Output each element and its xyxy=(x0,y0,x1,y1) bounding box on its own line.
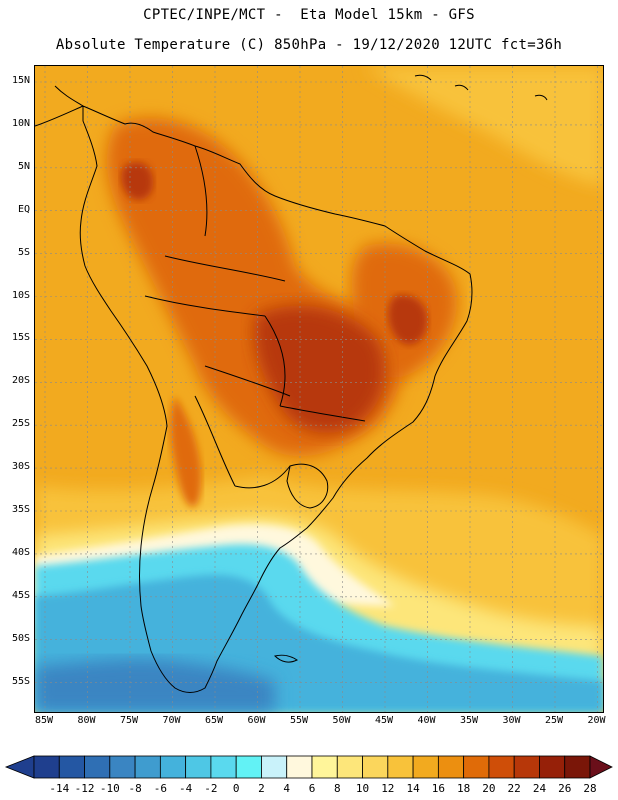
colorbar-swatch xyxy=(336,755,363,779)
colorbar-tick-label: 0 xyxy=(232,782,240,795)
caribbean-isles-outline xyxy=(414,74,548,101)
color-scale-legend xyxy=(4,755,613,779)
latitude-tick-label: 25S xyxy=(11,418,30,430)
colorbar-swatch xyxy=(185,755,212,779)
latitude-tick-label: 15S xyxy=(11,332,30,344)
colorbar-max-arrow xyxy=(589,755,613,779)
colorbar-swatch xyxy=(33,755,60,779)
borders-outline xyxy=(144,145,366,489)
longitude-tick-label: 55W xyxy=(289,715,309,726)
colorbar-tick-label: 8 xyxy=(333,782,341,795)
longitude-tick-label: 70W xyxy=(162,715,181,726)
colorbar-swatch xyxy=(109,755,136,779)
colorbar-swatch xyxy=(437,755,465,779)
latitude-tick-label: 45S xyxy=(11,589,30,601)
longitude-tick-label: 60W xyxy=(247,715,266,726)
coastlines xyxy=(35,74,548,693)
colorbar-swatch xyxy=(564,755,591,779)
colorbar-min-arrow xyxy=(4,755,35,779)
colorbar-tick-label: 10 xyxy=(355,782,370,795)
colorbar-tick-label: -14 xyxy=(49,782,70,795)
colorbar-tick-label: 20 xyxy=(482,782,496,795)
colorbar-swatch xyxy=(261,755,288,779)
colorbar-tick-label: 26 xyxy=(558,782,572,795)
colorbar-tick-label: 6 xyxy=(308,782,316,795)
map-title: CPTEC/INPE/MCT - Eta Model 15km - GFS xyxy=(143,7,475,23)
temperature-field xyxy=(35,66,603,712)
latitude-tick-label: 50S xyxy=(11,632,30,644)
latitude-tick-label: 15N xyxy=(11,75,30,86)
latitude-tick-label: 20S xyxy=(11,375,30,387)
colorbar-tick-label: 18 xyxy=(457,782,471,795)
latitude-tick-label: 5N xyxy=(17,160,30,172)
colorbar-tick-label: -4 xyxy=(179,782,193,795)
colorbar-tick-label: 22 xyxy=(507,782,521,795)
latitude-tick-label: 10S xyxy=(11,289,30,301)
longitude-tick-label: 85W xyxy=(34,715,54,726)
colorbar-swatch xyxy=(311,755,338,779)
longitude-tick-label: 20W xyxy=(587,715,606,726)
colorbar-tick-label: -12 xyxy=(74,782,95,795)
colorbar-swatch xyxy=(463,755,490,779)
colorbar-tick-label: -6 xyxy=(153,782,167,795)
longitude-tick-label: 50W xyxy=(332,715,351,726)
longitude-tick-label: 45W xyxy=(374,715,394,726)
colorbar-swatch xyxy=(210,755,237,779)
longitude-tick-label: 65W xyxy=(204,715,224,726)
colorbar-swatch xyxy=(84,755,111,779)
colorbar-swatch xyxy=(513,755,540,779)
latitude-tick-label: 10N xyxy=(11,117,30,129)
colorbar-swatch xyxy=(387,755,414,779)
colorbar-tick-label: 2 xyxy=(258,782,265,795)
longitude-tick-label: 75W xyxy=(119,715,139,726)
latitude-tick-label: 30S xyxy=(11,461,30,473)
longitude-tick-label: 40W xyxy=(417,715,436,726)
temperature-map[interactable] xyxy=(34,65,604,713)
colorbar-tick-label: 14 xyxy=(406,782,420,795)
colorbar-tick-label: 28 xyxy=(583,782,597,795)
colorbar-swatch xyxy=(235,755,262,779)
colorbar-swatch xyxy=(412,755,439,779)
panama-outline xyxy=(35,85,84,127)
latitude-tick-label: 40S xyxy=(11,546,30,558)
colorbar-swatch xyxy=(488,755,515,779)
falklands-outline xyxy=(274,654,298,663)
latitude-tick-label: 35S xyxy=(11,504,30,515)
colorbar-tick-label: -2 xyxy=(204,782,218,795)
longitude-tick-label: 80W xyxy=(77,715,96,726)
latitude-tick-label: EQ xyxy=(17,203,30,215)
colorbar-tick-label: 24 xyxy=(532,782,547,795)
longitude-tick-label: 30W xyxy=(502,715,521,726)
colorbar-swatch xyxy=(362,755,389,779)
colorbar-tick-label: -8 xyxy=(128,782,142,795)
uruguay-outline xyxy=(286,463,329,509)
colorbar-swatch xyxy=(134,755,161,779)
colorbar-swatch xyxy=(539,755,566,779)
map-canvas xyxy=(35,66,603,712)
colorbar-swatch xyxy=(58,755,85,779)
colorbar-tick-label: 16 xyxy=(431,782,445,795)
longitude-tick-label: 25W xyxy=(544,715,564,726)
colorbar-swatch xyxy=(159,755,187,779)
colorbar-tick-label: 4 xyxy=(283,782,291,795)
longitude-tick-label: 35W xyxy=(459,715,479,726)
latitude-tick-label: 5S xyxy=(17,246,30,258)
south-america-outline xyxy=(79,105,473,693)
colorbar-swatch xyxy=(286,755,313,779)
colorbar-tick-label: 12 xyxy=(381,782,395,795)
map-subtitle: Absolute Temperature (C) 850hPa - 19/12/… xyxy=(55,37,563,53)
colorbar-tick-label: -10 xyxy=(99,782,120,795)
latitude-tick-label: 55S xyxy=(11,675,30,687)
